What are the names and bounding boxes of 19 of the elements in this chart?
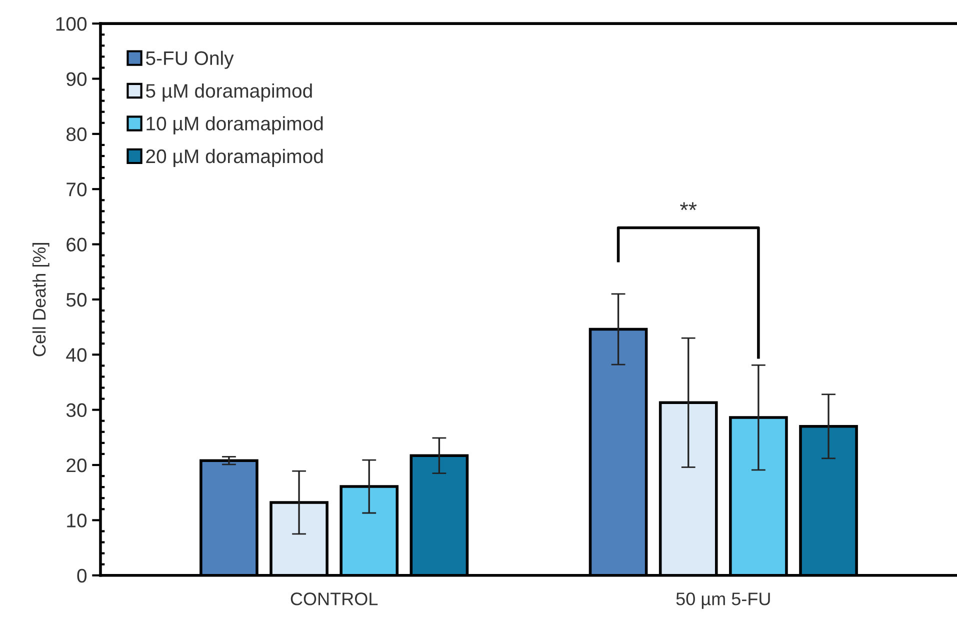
y-tick-label: 70 (66, 182, 87, 196)
legend-label: 5-FU Only (146, 50, 234, 69)
y-tick-label: 60 (66, 238, 87, 252)
legend-label: 10 µM doramapimod (146, 116, 323, 134)
y-tick-label: 50 (66, 292, 87, 307)
y-tick-label: 0 (77, 568, 87, 583)
x-tick-label: 50 µm 5-FU (676, 592, 770, 609)
legend-label: 5 µM doramapimod (146, 83, 312, 102)
y-tick-label: 20 (66, 458, 87, 472)
y-tick-label: 90 (66, 72, 87, 86)
x-tick-label: CONTROL (290, 592, 378, 606)
y-tick-label: 40 (66, 348, 87, 362)
y-tick-label: 10 (67, 514, 87, 528)
annotation: ** (680, 202, 697, 210)
y-tick-label: 80 (66, 127, 87, 142)
y-axis-title: Cell Death [%] (32, 243, 50, 356)
y-tick-label: 30 (66, 403, 87, 418)
legend-label: 20 µM doramapimod (146, 148, 323, 168)
y-tick-label: 100 (56, 17, 87, 31)
